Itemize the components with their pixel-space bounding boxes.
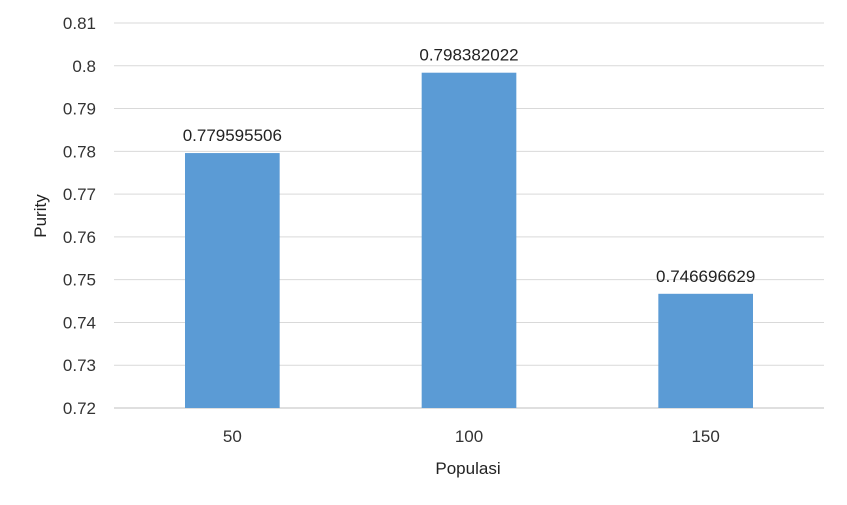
bar-150 xyxy=(658,293,753,408)
y-axis-title: Purity xyxy=(31,194,50,238)
y-tick-label: 0.77 xyxy=(63,185,96,204)
x-axis-title: Populasi xyxy=(435,459,500,478)
y-tick-label: 0.76 xyxy=(63,228,96,247)
y-axis-ticks: 0.72 0.73 0.74 0.75 0.76 0.77 0.78 0.79 0.8 0.81 xyxy=(63,14,96,418)
y-tick-label: 0.81 xyxy=(63,14,96,33)
bar-50 xyxy=(185,153,280,408)
y-tick-label: 0.75 xyxy=(63,271,96,290)
y-tick-label: 0.8 xyxy=(72,57,96,76)
y-tick-label: 0.79 xyxy=(63,100,96,119)
x-tick-label: 50 xyxy=(223,427,242,446)
y-tick-label: 0.72 xyxy=(63,399,96,418)
x-tick-label: 150 xyxy=(691,427,719,446)
data-labels: 0.779595506 0.798382022 0.746696629 xyxy=(183,46,756,286)
x-axis-ticks: 50 100 150 xyxy=(223,427,720,446)
y-tick-label: 0.78 xyxy=(63,142,96,161)
data-label: 0.746696629 xyxy=(656,267,755,286)
x-tick-label: 100 xyxy=(455,427,483,446)
bars xyxy=(185,72,753,408)
data-label: 0.779595506 xyxy=(183,126,282,145)
y-tick-label: 0.74 xyxy=(63,313,96,332)
y-tick-label: 0.73 xyxy=(63,356,96,375)
bar-100 xyxy=(421,72,517,408)
data-label: 0.798382022 xyxy=(419,46,518,65)
